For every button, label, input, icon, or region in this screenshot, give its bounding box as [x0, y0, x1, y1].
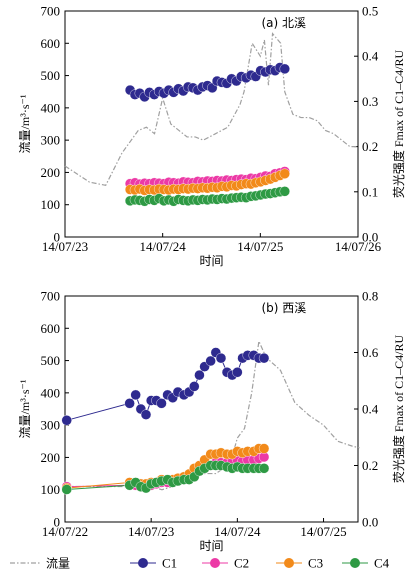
data-point-c1 — [205, 355, 216, 367]
x-tick-label: 14/07/26 — [335, 239, 382, 254]
y-right-tick-label: 0.0 — [362, 515, 378, 530]
x-tick-label: 14/07/22 — [42, 524, 88, 539]
legend-item-c1: C1 — [130, 556, 177, 571]
data-point-c1 — [215, 352, 227, 364]
y-left-tick-label: 400 — [41, 385, 61, 400]
legend-swatch-marker — [210, 558, 220, 568]
legend-item-flow: 流量 — [10, 557, 70, 571]
y-left-tick-label: 100 — [41, 197, 61, 212]
data-point-c1 — [124, 398, 135, 409]
y-left-tick-label: 700 — [41, 289, 61, 304]
y-left-tick-label: 600 — [41, 321, 61, 336]
legend-swatch-marker — [138, 558, 148, 568]
x-tick-label: 14/07/25 — [237, 239, 283, 254]
panel-a: 0 100 200 300 400 500 600 700 0.0 0.1 0.2 0.3 0.4 0.5… — [18, 4, 406, 269]
y-right-tick-label: 0.4 — [362, 49, 379, 64]
data-point-c3 — [258, 443, 270, 454]
panel-b: 0 100 200 300 400 500 600 700 0.0 0.2 0.4 0.6 0.8 14/… — [18, 289, 406, 554]
legend-label: C2 — [234, 556, 249, 571]
y-left-tick-label: 0 — [54, 230, 61, 245]
data-point-c4 — [279, 186, 290, 197]
y-left-tick-label: 600 — [41, 36, 61, 51]
data-point-c1 — [156, 398, 167, 409]
y-left-tick-label: 300 — [41, 418, 61, 433]
x-tick-label: 14/07/24 — [214, 524, 261, 539]
legend-label: 流量 — [46, 557, 70, 571]
y-left-tick-label: 500 — [41, 353, 61, 368]
data-point-c3 — [279, 168, 290, 179]
x-tick-label: 14/07/25 — [300, 524, 346, 539]
data-point-c1 — [258, 352, 270, 364]
y-left-tick-label: 0 — [54, 515, 61, 530]
legend: 流量 C1 C2 C3 C4 — [10, 556, 390, 571]
y-right-tick-label: 0.2 — [362, 458, 378, 473]
series-line-c1 — [66, 351, 265, 421]
legend-swatch-marker — [350, 558, 360, 568]
y-left-axis-title: 流量/m³·s⁻¹ — [18, 379, 32, 438]
data-point-c4 — [61, 484, 72, 495]
x-tick-label: 14/07/24 — [140, 239, 187, 254]
data-point-c1 — [279, 63, 290, 75]
x-axis-title: 时间 — [199, 254, 223, 268]
data-point-c1 — [61, 415, 72, 426]
y-right-axis-title: 荧光强度 Fmax of C1–C4/RU — [391, 334, 406, 483]
y-left-tick-label: 500 — [41, 68, 61, 83]
x-axis-title: 时间 — [199, 539, 223, 553]
y-left-axis-title: 流量/m³·s⁻¹ — [18, 94, 32, 153]
legend-label: C1 — [162, 556, 177, 571]
data-point-c1 — [130, 389, 141, 401]
panel-label: (a) 北溪 — [262, 16, 307, 30]
data-point-c1 — [232, 367, 243, 378]
y-left-tick-label: 200 — [41, 165, 61, 180]
legend-label: C3 — [308, 556, 323, 571]
data-point-c4 — [258, 463, 270, 474]
data-point-c1 — [140, 409, 152, 420]
y-right-tick-label: 0.0 — [362, 230, 378, 245]
y-right-tick-label: 0.5 — [362, 4, 378, 19]
y-right-tick-label: 0.2 — [362, 139, 378, 154]
legend-item-c3: C3 — [276, 556, 323, 571]
y-right-tick-label: 0.4 — [362, 402, 379, 417]
y-right-tick-label: 0.3 — [362, 94, 378, 109]
y-right-tick-label: 0.8 — [362, 289, 378, 304]
legend-item-c4: C4 — [342, 556, 390, 571]
y-left-tick-label: 200 — [41, 450, 61, 465]
legend-swatch-marker — [284, 558, 294, 568]
legend-item-c2: C2 — [202, 556, 249, 571]
plot-frame — [64, 10, 359, 238]
flow-line — [64, 32, 358, 187]
y-left-tick-label: 700 — [41, 4, 61, 19]
x-tick-label: 14/07/23 — [128, 524, 174, 539]
legend-label: C4 — [374, 556, 390, 571]
data-point-c1 — [194, 369, 205, 381]
y-left-tick-label: 300 — [41, 133, 61, 148]
data-point-c1 — [189, 381, 200, 392]
y-right-axis-title: 荧光强度 Fmax of C1–C4/RU — [391, 49, 406, 198]
y-right-tick-label: 0.1 — [362, 184, 378, 199]
y-left-tick-label: 100 — [41, 482, 61, 497]
y-left-tick-label: 400 — [41, 100, 61, 115]
y-right-tick-label: 0.6 — [362, 345, 379, 360]
x-tick-label: 14/07/23 — [42, 239, 88, 254]
panel-label: (b) 西溪 — [262, 301, 307, 315]
